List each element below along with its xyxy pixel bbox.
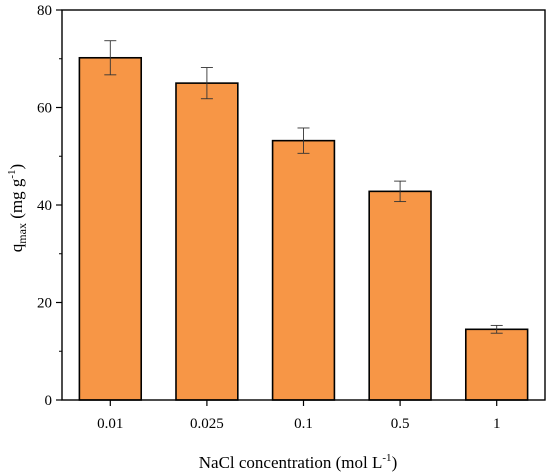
bar-2 xyxy=(271,139,336,401)
bars-group xyxy=(78,56,529,401)
x-tick-label-3: 0.5 xyxy=(391,416,410,432)
x-axis-title: NaCl concentration (mol L-1) xyxy=(199,452,397,472)
y-tick-label-0: 0 xyxy=(45,393,53,409)
x-axis-title-text: NaCl concentration (mol L xyxy=(199,453,383,472)
y-tick-label-2: 40 xyxy=(37,198,52,214)
y-tick-label-4: 80 xyxy=(37,3,52,19)
y-axis-title-unit: (mg g xyxy=(7,178,26,223)
bar-3 xyxy=(368,190,432,401)
error-bars-group xyxy=(104,40,503,334)
bar-4 xyxy=(464,328,529,401)
y-tick-label-3: 60 xyxy=(37,101,52,117)
ticks-group: 0.01 0.025 0.1 0.5 1 0 20 40 60 80 xyxy=(37,3,500,432)
x-tick-label-4: 1 xyxy=(493,416,501,432)
y-axis-title-q: q xyxy=(7,243,26,252)
y-axis-title-tail: ) xyxy=(7,164,26,170)
bar-1 xyxy=(175,82,239,401)
x-tick-label-2: 0.1 xyxy=(294,416,313,432)
bar-0 xyxy=(78,56,143,401)
x-axis-title-tail: ) xyxy=(392,453,398,472)
y-axis-title-sup: -1 xyxy=(6,169,18,178)
x-tick-label-1: 0.025 xyxy=(190,416,224,432)
x-axis-title-sup: -1 xyxy=(382,452,391,464)
y-axis-title-sub: max xyxy=(15,223,29,244)
y-tick-label-1: 20 xyxy=(37,296,52,312)
y-axis-title: qmax (mg g-1) xyxy=(6,164,29,252)
x-tick-label-0: 0.01 xyxy=(97,416,123,432)
